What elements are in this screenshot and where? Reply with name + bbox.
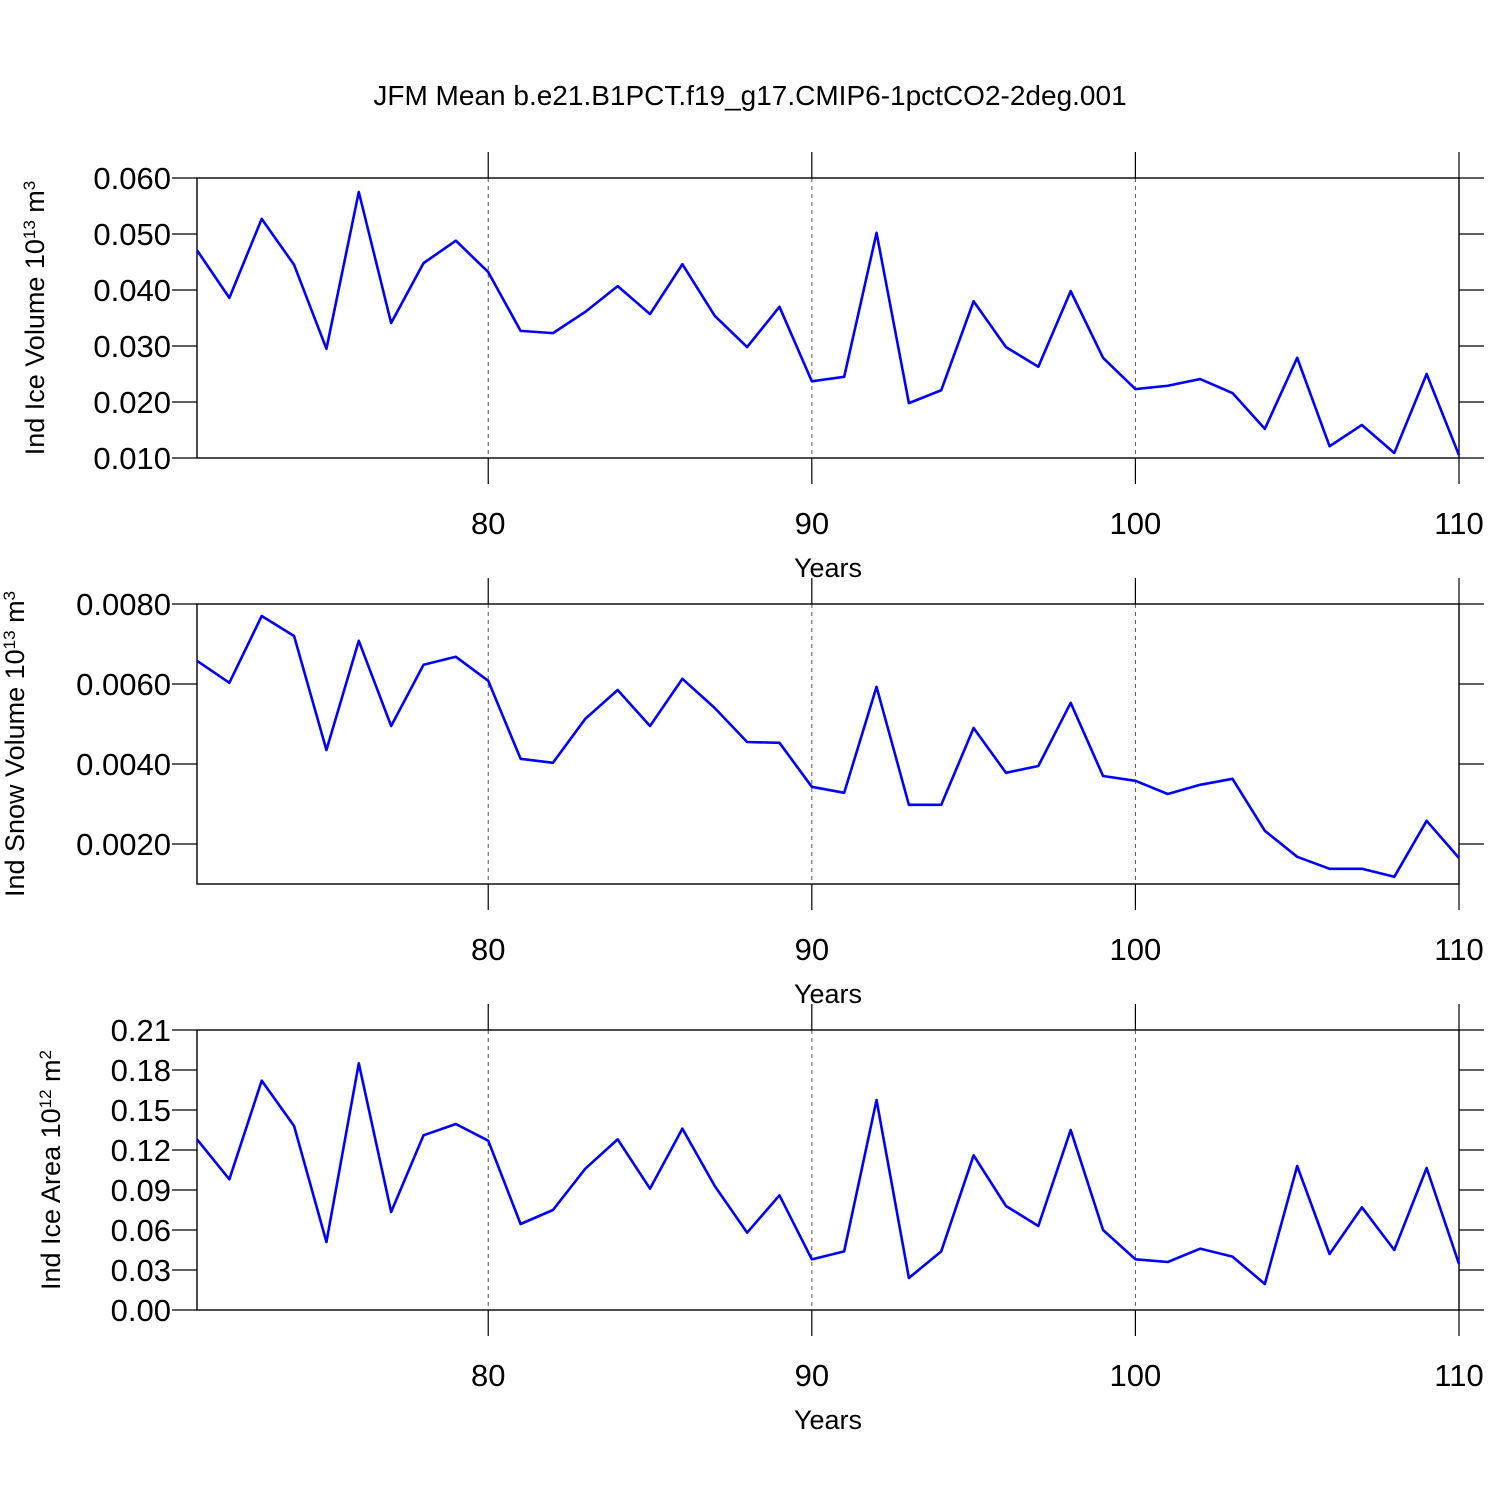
y-axis-title-part: Ind Ice Area 10 bbox=[36, 1108, 66, 1290]
y-axis-title-superscript: 13 bbox=[20, 220, 39, 239]
y-axis-title-superscript: 2 bbox=[36, 1050, 55, 1059]
y-tick-label: 0.00 bbox=[111, 1293, 171, 1328]
x-tick-label: 100 bbox=[1110, 932, 1162, 967]
y-axis-title-superscript: 3 bbox=[20, 181, 39, 190]
x-tick-label: 100 bbox=[1110, 506, 1162, 541]
y-tick-label: 0.010 bbox=[93, 441, 171, 476]
figure-title: JFM Mean b.e21.B1PCT.f19_g17.CMIP6-1pctC… bbox=[373, 80, 1126, 111]
panel: 0.0020 0.0040 0.0060 0.0080 80 90 100 110 Years I… bbox=[0, 578, 1484, 1009]
x-tick-label: 110 bbox=[1434, 506, 1483, 541]
plot-frame bbox=[196, 1029, 1460, 1311]
series-line bbox=[195, 190, 1461, 456]
x-tick-label: 90 bbox=[795, 932, 829, 967]
y-axis-title-superscript: 12 bbox=[36, 1089, 55, 1108]
panel: 0.00 0.03 0.06 0.09 0.12 0.15 0.18 0.21 80 90 100 1… bbox=[36, 1004, 1484, 1435]
x-axis-title: Years bbox=[794, 553, 862, 583]
x-tick-label: 90 bbox=[795, 506, 829, 541]
y-tick-label: 0.03 bbox=[111, 1253, 171, 1288]
x-tick-label: 100 bbox=[1110, 1358, 1162, 1393]
y-tick-label: 0.0080 bbox=[76, 587, 171, 622]
y-tick-label: 0.050 bbox=[93, 217, 171, 252]
x-tick-label: 80 bbox=[471, 932, 505, 967]
x-tick-label: 110 bbox=[1434, 932, 1483, 967]
y-axis-title-part: Ind Ice Volume 10 bbox=[20, 239, 50, 455]
y-tick-label: 0.020 bbox=[93, 385, 171, 420]
y-axis-title: Ind Ice Area 1012 m2 bbox=[36, 1050, 67, 1290]
plot-frame bbox=[196, 177, 1460, 459]
x-axis-title: Years bbox=[794, 979, 862, 1009]
y-tick-label: 0.060 bbox=[93, 161, 171, 196]
y-tick-label: 0.0060 bbox=[76, 667, 171, 702]
y-tick-label: 0.09 bbox=[111, 1173, 171, 1208]
x-tick-label: 80 bbox=[471, 506, 505, 541]
y-tick-label: 0.06 bbox=[111, 1213, 171, 1248]
y-tick-label: 0.0040 bbox=[76, 747, 171, 782]
y-tick-label: 0.0020 bbox=[76, 827, 171, 862]
series-line bbox=[195, 1062, 1461, 1286]
y-axis-title-superscript: 13 bbox=[0, 630, 19, 649]
y-axis-title-part: m bbox=[0, 600, 30, 630]
x-tick-label: 80 bbox=[471, 1358, 505, 1393]
y-tick-label: 0.12 bbox=[111, 1133, 171, 1168]
y-axis-title-part: Ind Snow Volume 10 bbox=[0, 649, 30, 897]
y-axis-title: Ind Ice Volume 1013 m3 bbox=[20, 181, 51, 456]
y-axis-title-superscript: 3 bbox=[0, 591, 19, 600]
y-tick-label: 0.040 bbox=[93, 273, 171, 308]
y-axis-title-part: m bbox=[20, 190, 50, 220]
y-axis-title: Ind Snow Volume 1013 m3 bbox=[0, 591, 30, 897]
y-axis-title-part: m bbox=[36, 1059, 66, 1089]
panel: 0.010 0.020 0.030 0.040 0.050 0.060 80 90 100 110… bbox=[20, 152, 1484, 583]
y-tick-label: 0.21 bbox=[111, 1013, 171, 1048]
x-axis-title: Years bbox=[794, 1405, 862, 1435]
y-tick-label: 0.15 bbox=[111, 1093, 171, 1128]
y-tick-label: 0.18 bbox=[111, 1053, 171, 1088]
series-line bbox=[196, 614, 1460, 879]
x-tick-label: 90 bbox=[795, 1358, 829, 1393]
plot-frame bbox=[196, 603, 1460, 885]
x-tick-label: 110 bbox=[1434, 1358, 1483, 1393]
y-tick-label: 0.030 bbox=[93, 329, 171, 364]
